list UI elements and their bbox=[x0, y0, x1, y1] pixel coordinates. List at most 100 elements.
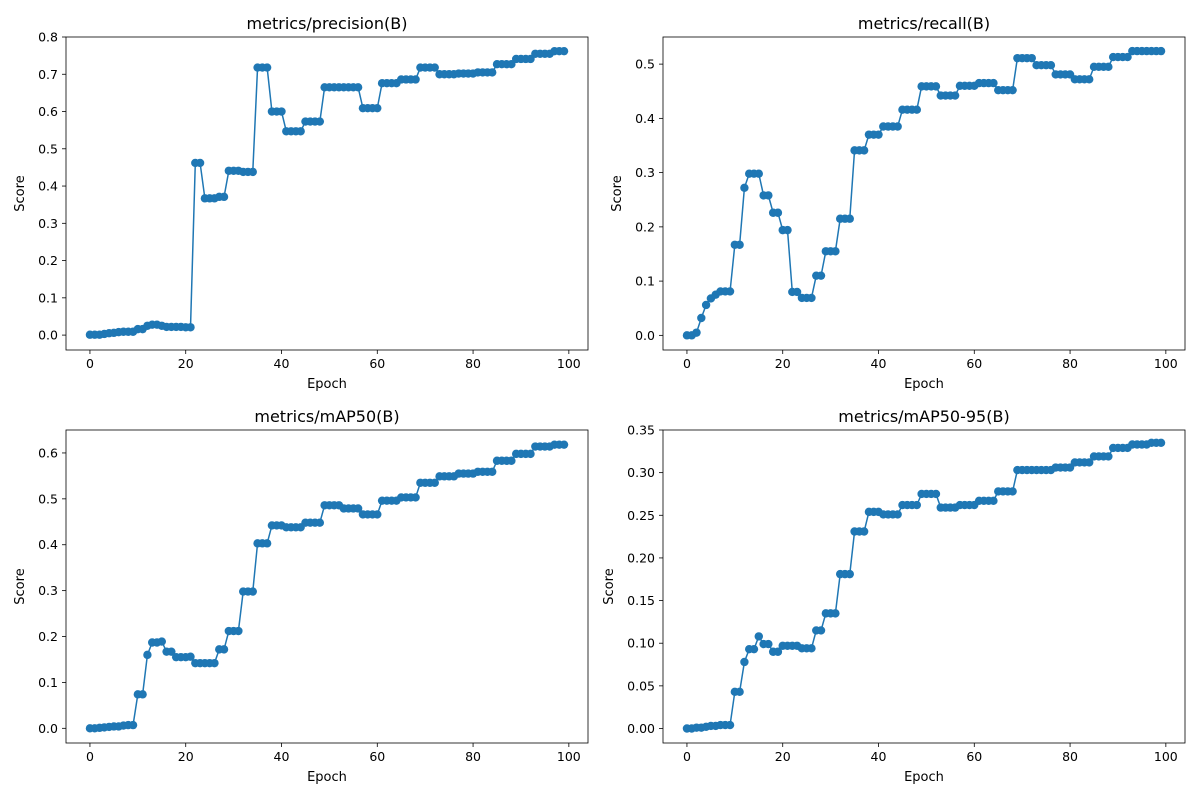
data-point bbox=[725, 720, 735, 730]
data-point bbox=[277, 107, 286, 116]
y-tick-label: 0.1 bbox=[635, 274, 655, 289]
data-point bbox=[411, 75, 420, 84]
data-point bbox=[773, 208, 783, 217]
data-point bbox=[912, 105, 922, 114]
y-tick-label: 0.6 bbox=[38, 445, 58, 460]
data-point bbox=[764, 191, 773, 200]
data-point bbox=[507, 456, 516, 465]
data-point bbox=[430, 63, 439, 72]
x-tick-label: 60 bbox=[369, 356, 385, 371]
data-point bbox=[845, 214, 854, 223]
data-point bbox=[859, 527, 869, 536]
data-point bbox=[754, 169, 763, 178]
data-point bbox=[807, 293, 816, 303]
x-tick-label: 20 bbox=[775, 749, 791, 764]
data-point bbox=[1123, 52, 1132, 62]
x-tick-label: 20 bbox=[775, 356, 791, 371]
y-axis-label: Score bbox=[602, 568, 617, 604]
x-tick-label: 80 bbox=[1062, 749, 1078, 764]
data-point bbox=[559, 440, 569, 449]
data-point bbox=[248, 167, 257, 177]
data-point bbox=[931, 489, 941, 499]
data-point bbox=[210, 658, 219, 668]
x-axis-label: Epoch bbox=[904, 770, 944, 785]
data-point bbox=[831, 247, 840, 256]
series-line bbox=[89, 50, 565, 336]
y-tick-label: 0.25 bbox=[627, 508, 655, 523]
x-tick-label: 0 bbox=[683, 356, 691, 371]
x-tick-label: 40 bbox=[871, 356, 887, 371]
plot-frame bbox=[65, 429, 589, 744]
data-point bbox=[430, 478, 439, 487]
data-point bbox=[792, 287, 802, 297]
chart-title: metrics/mAP50-95(B) bbox=[838, 407, 1009, 426]
data-point bbox=[143, 650, 152, 660]
x-axis-label: Epoch bbox=[307, 377, 347, 392]
y-tick-label: 0.4 bbox=[635, 111, 655, 126]
series-line bbox=[686, 442, 1162, 730]
data-point bbox=[845, 569, 854, 579]
data-point bbox=[1085, 458, 1094, 467]
y-tick-label: 0.10 bbox=[627, 636, 655, 651]
x-tick-label: 100 bbox=[1154, 749, 1178, 764]
y-tick-label: 0.2 bbox=[38, 629, 58, 644]
data-point bbox=[807, 644, 816, 653]
data-point bbox=[559, 46, 569, 56]
plot-frame bbox=[65, 36, 589, 351]
y-tick-label: 0.0 bbox=[635, 328, 655, 343]
data-point bbox=[893, 510, 902, 519]
x-tick-label: 100 bbox=[557, 356, 581, 371]
y-tick-label: 0.1 bbox=[38, 675, 58, 690]
x-tick-label: 0 bbox=[683, 749, 691, 764]
data-point bbox=[248, 587, 257, 596]
x-tick-label: 80 bbox=[465, 356, 481, 371]
y-tick-label: 0.4 bbox=[38, 179, 58, 194]
y-tick-label: 0.6 bbox=[38, 104, 58, 119]
data-point bbox=[315, 518, 325, 527]
data-point bbox=[816, 271, 826, 280]
y-tick-label: 0.0 bbox=[38, 328, 58, 343]
data-point bbox=[749, 644, 759, 654]
y-tick-label: 0.05 bbox=[627, 678, 655, 693]
data-point bbox=[1008, 487, 1017, 496]
data-point bbox=[373, 103, 382, 113]
data-point bbox=[989, 496, 998, 505]
y-tick-label: 0.35 bbox=[627, 423, 655, 438]
series-line bbox=[89, 443, 565, 730]
data-point bbox=[989, 78, 998, 88]
data-point bbox=[859, 146, 869, 155]
x-axis-label: Epoch bbox=[904, 377, 944, 392]
data-point bbox=[831, 609, 840, 618]
data-point bbox=[411, 493, 420, 502]
series-line bbox=[686, 50, 1162, 337]
y-tick-label: 0.3 bbox=[38, 216, 58, 231]
chart-title: metrics/recall(B) bbox=[858, 14, 990, 33]
data-point bbox=[874, 130, 883, 139]
chart-title: metrics/mAP50(B) bbox=[254, 407, 399, 426]
x-tick-label: 0 bbox=[86, 749, 94, 764]
x-axis-label: Epoch bbox=[307, 770, 347, 785]
data-point bbox=[1027, 53, 1036, 63]
y-tick-label: 0.5 bbox=[38, 141, 58, 156]
x-tick-label: 60 bbox=[369, 749, 385, 764]
chart-panel: metrics/recall(B) 0 20 40 60 80 100 0.0 0.1 0.2 0.… bbox=[610, 14, 1186, 392]
data-point bbox=[950, 91, 960, 100]
x-tick-label: 80 bbox=[1062, 356, 1078, 371]
y-axis-label: Score bbox=[610, 175, 625, 211]
data-point bbox=[373, 510, 382, 519]
y-axis-label: Score bbox=[13, 175, 28, 211]
x-tick-label: 60 bbox=[966, 356, 982, 371]
y-tick-label: 0.15 bbox=[627, 593, 655, 608]
data-point bbox=[186, 323, 195, 332]
data-point bbox=[157, 637, 166, 646]
data-point bbox=[526, 449, 535, 459]
x-tick-label: 80 bbox=[465, 749, 481, 764]
data-point bbox=[1104, 62, 1113, 72]
data-point bbox=[931, 82, 941, 91]
y-tick-label: 0.7 bbox=[38, 67, 58, 82]
data-point bbox=[1008, 85, 1017, 95]
data-point bbox=[773, 647, 783, 656]
data-point bbox=[488, 467, 497, 476]
